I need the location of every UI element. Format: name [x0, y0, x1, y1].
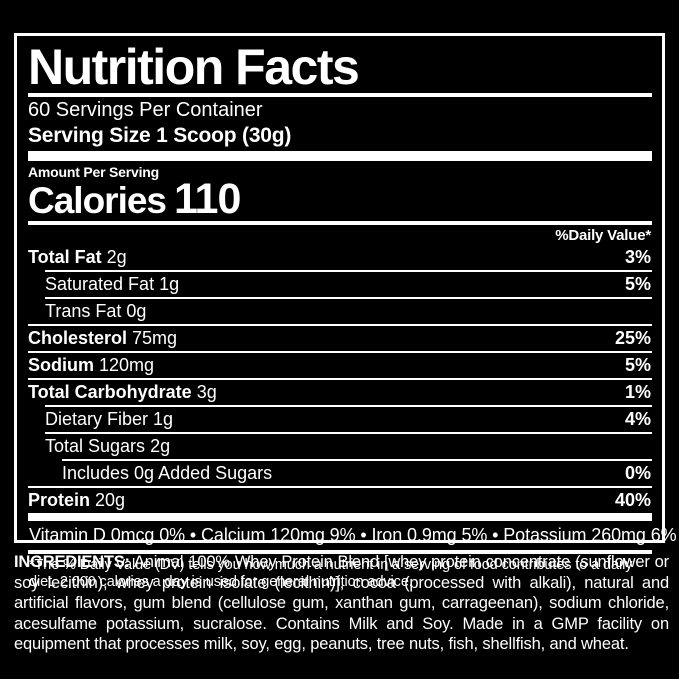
protein-divider-thick [28, 513, 652, 521]
ingredients-label: INGREDIENTS: [14, 553, 130, 571]
row-separator [28, 378, 652, 380]
nutrition-facts-panel: Nutrition Facts 60 Servings Per Containe… [14, 33, 677, 590]
ingredients-block: INGREDIENTS: Animal 100% Whey Protein Bl… [14, 552, 669, 655]
nutrient-row: Sodium 120mg 5% [28, 353, 652, 378]
calories-value: 110 [174, 175, 241, 223]
nutrient-daily-value: 0% [624, 463, 651, 483]
nutrient-row: Total Fat 2g 3% [28, 245, 652, 270]
servings-per-container: 60 Servings Per Container [28, 99, 263, 121]
row-separator [45, 297, 652, 299]
nutrient-row: Total Carbohydrate 3g 1% [28, 380, 652, 405]
nutrient-name: Includes 0g Added Sugars [62, 463, 273, 483]
nutrient-name: Total Fat 2g [28, 247, 127, 267]
title-divider [28, 93, 652, 97]
nutrient-row: Saturated Fat 1g 5% [28, 272, 652, 297]
row-separator [45, 432, 652, 434]
row-separator [45, 270, 652, 272]
nutrient-row: Total Sugars 2g [28, 434, 652, 459]
nutrient-daily-value: 4% [624, 409, 651, 429]
nutrient-name: Saturated Fat 1g [45, 274, 180, 294]
nutrient-name: Dietary Fiber 1g [45, 409, 174, 429]
serving-divider-thick [28, 151, 652, 161]
serving-size: Serving Size 1 Scoop (30g) [28, 124, 292, 147]
nutrient-daily-value: 25% [614, 328, 651, 348]
nutrient-row: Includes 0g Added Sugars 0% [28, 461, 652, 486]
ingredients-text: Animal 100% Whey Protein Blend [whey pro… [14, 553, 669, 653]
daily-value-header: %Daily Value* [555, 227, 651, 244]
nutrient-daily-value: 40% [614, 490, 651, 510]
daily-value-footnote: *The % Daily Value (DV) tells you how mu… [29, 557, 633, 590]
nutrient-row: Trans Fat 0g [28, 299, 652, 324]
calories-label: Calories [28, 180, 167, 221]
row-separator [45, 405, 652, 407]
nutrient-name: Cholesterol 75mg [28, 328, 178, 348]
calories-divider [28, 221, 652, 225]
amount-per-serving-label: Amount Per Serving [28, 164, 159, 180]
nutrient-row: Dietary Fiber 1g 4% [28, 407, 652, 432]
nutrient-name: Sodium 120mg [28, 355, 155, 375]
calories-row: Calories 110 [28, 175, 652, 223]
row-separator [28, 351, 652, 353]
nutrient-daily-value: 5% [624, 274, 651, 294]
row-separator [28, 486, 652, 488]
nutrient-name: Total Sugars 2g [45, 436, 171, 456]
nutrient-daily-value: 3% [624, 247, 651, 267]
row-separator [28, 324, 652, 326]
nutrient-row: Cholesterol 75mg 25% [28, 326, 652, 351]
row-separator [62, 459, 652, 461]
nutrient-daily-value: 5% [624, 355, 651, 375]
nutrient-daily-value: 1% [624, 382, 651, 402]
micronutrients-row: Vitamin D 0mcg 0% • Calcium 120mg 9% • I… [29, 525, 677, 545]
micronutrients-divider [28, 550, 652, 554]
nutrient-rows: Total Fat 2g 3% Saturated Fat 1g 5% Trans Fa… [28, 245, 652, 513]
nutrient-name: Protein 20g [28, 490, 126, 510]
nutrient-name: Trans Fat 0g [45, 301, 147, 321]
nutrition-facts-inner: Nutrition Facts 60 Servings Per Containe… [17, 36, 677, 591]
nutrient-name: Total Carbohydrate 3g [28, 382, 217, 402]
nutrient-row: Protein 20g 40% [28, 488, 652, 513]
nutrition-facts-title: Nutrition Facts [28, 39, 360, 95]
